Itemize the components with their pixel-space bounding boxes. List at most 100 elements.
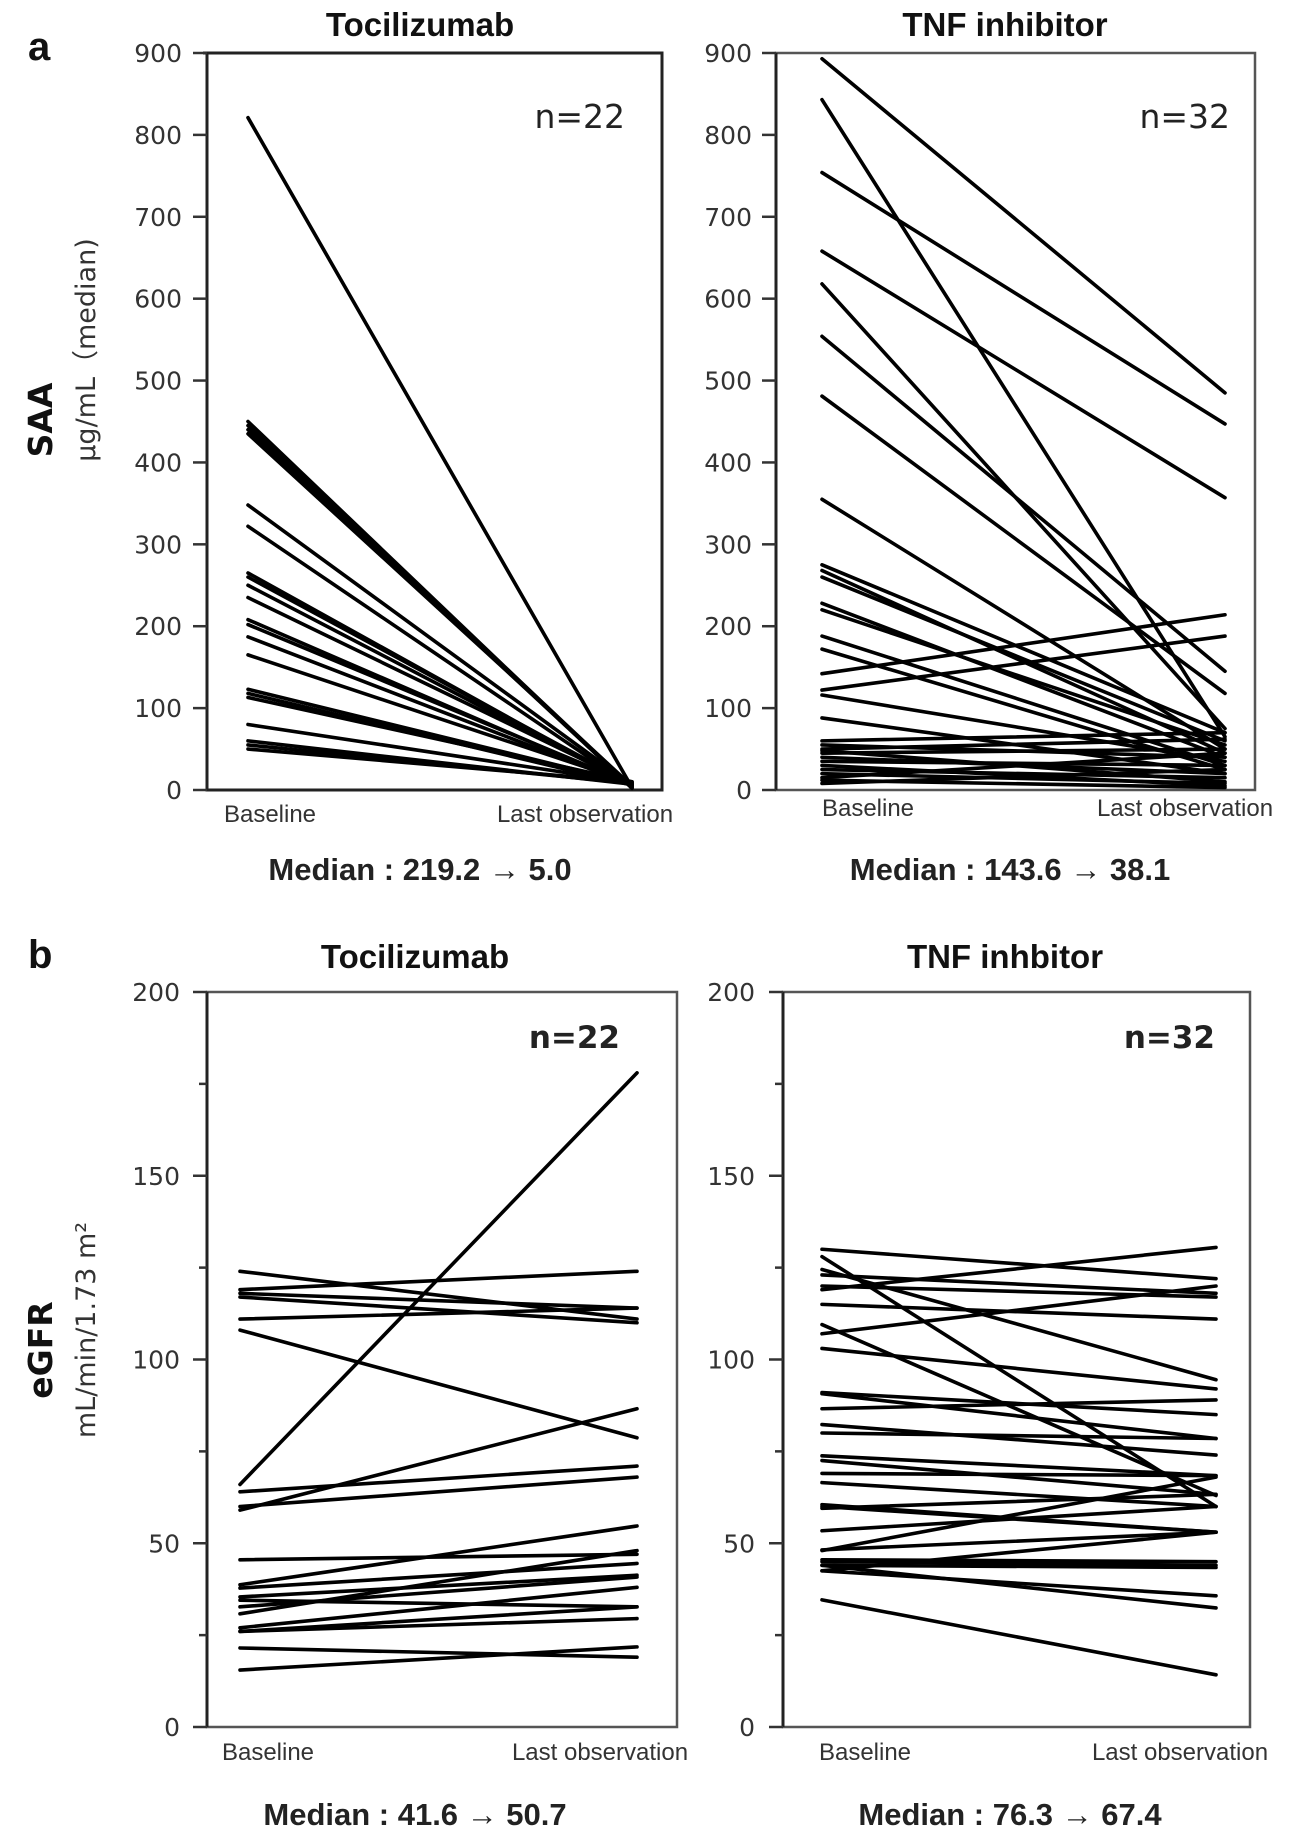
patient-line-17	[820, 634, 1227, 692]
patient-line-21	[820, 1492, 1218, 1511]
median-annotation: Median : 41.6 → 50.7	[263, 1797, 566, 1832]
patient-line-19	[820, 1480, 1218, 1509]
patient-line-10	[820, 1346, 1218, 1391]
patient-line-8	[238, 1464, 639, 1494]
y-tick-label: 400	[704, 448, 752, 477]
patient-line-23	[820, 1530, 1218, 1552]
patient-line-15	[820, 1431, 1218, 1441]
sample-size-label: n=32	[1124, 1020, 1215, 1056]
egfr-tocilizumab-chart: 0 50 100 150 200 Tocilizumab n=22 Baseline Last …	[132, 938, 688, 1832]
patient-line-30	[820, 1475, 1218, 1553]
y-tick-label: 800	[704, 121, 752, 150]
patient-line-26	[820, 1530, 1218, 1573]
sample-size-label: n=22	[529, 1020, 620, 1056]
patient-line-18	[820, 1471, 1218, 1478]
y-tick-label: 300	[134, 530, 182, 559]
patient-line-18	[238, 1585, 639, 1630]
patient-line-12	[238, 1524, 639, 1587]
y-tick-label: 400	[134, 448, 182, 477]
y-tick-label: 200	[707, 978, 755, 1007]
patient-line-1	[820, 56, 1227, 395]
x-label-baseline: Baseline	[222, 1739, 314, 1766]
y-tick-label: 500	[704, 367, 752, 396]
patient-line-21	[238, 1645, 639, 1672]
saa-y-unit: μg/mL（median)	[71, 238, 102, 462]
patient-line-5	[820, 282, 1227, 731]
y-tick-label: 0	[164, 1713, 180, 1742]
patient-line-6	[820, 334, 1227, 674]
median-annotation: Median : 76.3 → 67.4	[858, 1797, 1162, 1832]
y-tick-label: 600	[704, 285, 752, 314]
patient-line-4	[238, 1291, 639, 1310]
patient-line-6	[238, 1306, 639, 1321]
y-tick-label: 600	[134, 285, 182, 314]
x-label-last-observation: Last observation	[512, 1739, 688, 1766]
patient-line-4	[820, 1273, 1218, 1296]
plot-frame	[774, 51, 1257, 792]
patient-line-14	[820, 1422, 1218, 1457]
egfr-y-title: eGFR	[21, 1301, 60, 1398]
y-tick-label: 50	[148, 1529, 180, 1558]
x-label-baseline: Baseline	[822, 795, 914, 822]
chart-title: TNF inhibitor	[902, 6, 1107, 43]
egfr-y-unit: mL/min/1.73 m²	[71, 1222, 102, 1438]
patient-line-15	[246, 653, 634, 785]
patient-line-12	[820, 1391, 1218, 1441]
patient-line-1	[238, 1071, 639, 1487]
panel-b-letter: b	[28, 933, 52, 977]
patient-line-20	[238, 1646, 639, 1659]
y-tick-label: 700	[134, 203, 182, 232]
chart-title: Tocilizumab	[326, 6, 514, 43]
patient-line-5	[238, 1295, 639, 1325]
patient-line-29	[820, 1598, 1218, 1677]
y-tick-label: 0	[736, 776, 752, 805]
y-tick-label: 100	[704, 694, 752, 723]
patient-line-3	[820, 170, 1227, 426]
y-tick-label: 100	[132, 1346, 180, 1375]
patient-line-30	[820, 751, 1227, 780]
chart-title: TNF inhbitor	[907, 938, 1103, 975]
patient-line-28	[820, 767, 1227, 780]
sample-size-label: n=32	[1139, 97, 1230, 136]
patient-line-7	[820, 1302, 1218, 1321]
x-label-last-observation: Last observation	[497, 801, 673, 828]
patient-line-18	[246, 695, 634, 784]
y-tick-label: 50	[723, 1529, 755, 1558]
y-tick-label: 200	[132, 978, 180, 1007]
patient-line-24	[820, 747, 1227, 755]
patient-line-9	[238, 1475, 639, 1509]
patient-line-8	[820, 497, 1227, 751]
x-label-baseline: Baseline	[224, 801, 316, 828]
patient-line-16	[820, 612, 1227, 676]
patient-line-14	[820, 634, 1227, 768]
patient-line-5	[246, 431, 634, 788]
patient-line-7	[238, 1328, 639, 1440]
patient-line-27	[820, 1569, 1218, 1598]
x-label-last-observation: Last observation	[1092, 1739, 1268, 1766]
y-tick-label: 200	[704, 612, 752, 641]
patient-line-17	[238, 1548, 639, 1616]
patient-line-22	[246, 747, 634, 784]
y-tick-label: 300	[704, 530, 752, 559]
y-tick-label: 500	[134, 367, 182, 396]
y-tick-label: 100	[134, 694, 182, 723]
plot-frame	[781, 990, 1252, 1729]
patient-line-22	[820, 737, 1227, 751]
patient-line-1	[820, 1247, 1218, 1281]
patient-line-6	[820, 1245, 1218, 1292]
patient-line-9	[820, 563, 1227, 735]
y-tick-label: 200	[134, 612, 182, 641]
patient-line-14	[238, 1573, 639, 1599]
patient-line-9	[820, 1284, 1218, 1336]
patient-line-6	[246, 503, 634, 787]
patient-line-11	[820, 575, 1227, 743]
y-tick-label: 150	[707, 1162, 755, 1191]
y-tick-label: 100	[707, 1346, 755, 1375]
y-tick-label: 900	[134, 39, 182, 68]
patient-line-32	[820, 1504, 1218, 1535]
y-tick-label: 150	[132, 1162, 180, 1191]
patient-line-16	[820, 1453, 1218, 1478]
patient-line-3	[238, 1269, 639, 1292]
patient-line-11	[246, 595, 634, 786]
